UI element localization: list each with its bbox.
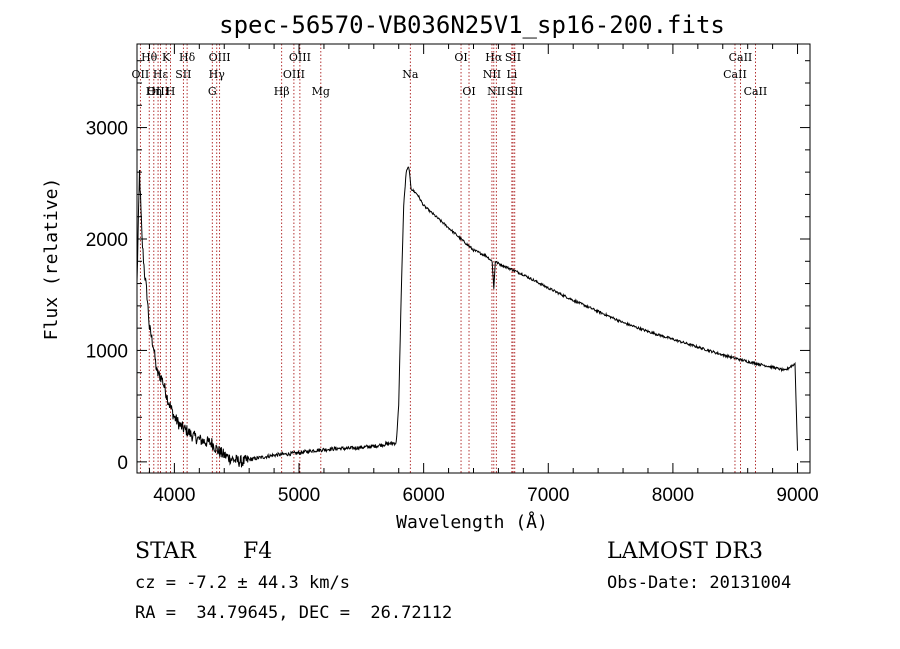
x-tick-label: 7000 [527,485,569,506]
spectrum-chart: spec-56570-VB036N25V1_sp16-200.fits Hθ OI… [41,11,819,533]
spectral-line-label: H [166,85,176,98]
spectral-line-label: Mg [312,85,330,98]
x-tick-label: 5000 [278,485,320,506]
spectral-line-label: Hη [146,85,162,98]
x-tick-label: 4000 [153,485,195,506]
spectral-line-label: NII [487,85,505,98]
spectral-line-label: SII [175,68,191,81]
spectral-line-label: OII [132,68,150,81]
spectral-line-label: CaII [729,51,753,64]
spectral-line-label: NII [483,68,501,81]
object-class: STAR [135,539,196,564]
observation-date: Obs-Date: 20131004 [607,573,792,593]
survey-name: LAMOST DR3 [607,539,763,564]
plot-frame [136,43,811,474]
spectral-line-label: Hγ [209,68,226,81]
spectral-line-label: OIII [209,51,231,64]
y-tick-label: 1000 [86,341,128,362]
spectral-line-label: Hθ [141,51,158,64]
object-subclass: F4 [243,539,273,564]
spectrum-line [136,166,798,468]
spectral-line-label: OIII [289,51,311,64]
y-tick-label: 2000 [86,230,128,251]
x-tick-label: 6000 [403,485,445,506]
spectral-line-label: K [162,51,171,64]
spectral-line-label: CaII [744,85,768,98]
spectral-line-label: CaII [723,68,747,81]
redshift-text: cz = -7.2 ± 44.3 km/s [135,573,350,593]
spectral-line-label: Hβ [274,85,290,98]
x-axis-label: Wavelength (Å) [396,511,548,533]
spectral-line-label: G [208,85,217,98]
spectral-line-label: SII [505,51,521,64]
chart-title: spec-56570-VB036N25V1_sp16-200.fits [219,11,725,39]
x-tick-label: 9000 [776,485,818,506]
spectral-line-label: OI [454,51,467,64]
y-tick-label: 3000 [86,119,128,140]
y-tick-label: 0 [117,453,128,474]
x-tick-label: 8000 [652,485,694,506]
spectral-line-label: Hε [153,68,169,81]
spectral-line-label: Na [402,68,419,81]
spectral-line-label: OIII [147,85,169,98]
spectral-line-label: OI [462,85,475,98]
y-axis-label: Flux (relative) [41,178,62,341]
spectral-line-label: Hδ [179,51,196,64]
spectral-line-label: OIII [283,68,305,81]
coordinates: RA = 34.79645, DEC = 26.72112 [135,603,453,623]
axis-ticks: 4000 5000 6000 7000 8000 9000 0 1000 2000 3000 [86,44,819,506]
spectral-line-label: Li [506,68,517,81]
spectral-line-label: SII [507,85,523,98]
spectral-line-label: Hα [485,51,503,64]
